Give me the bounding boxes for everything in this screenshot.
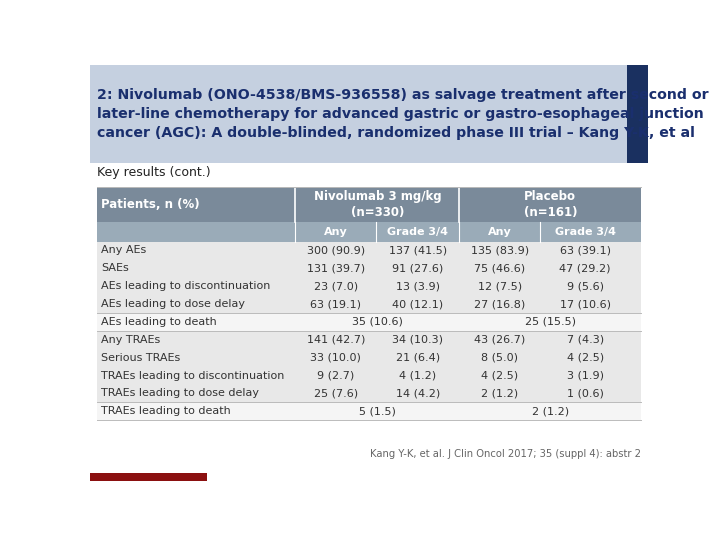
Text: Key results (cont.): Key results (cont.)	[96, 166, 210, 179]
Text: Any AEs: Any AEs	[101, 246, 146, 255]
Text: 135 (83.9): 135 (83.9)	[471, 246, 528, 255]
Text: 35 (10.6): 35 (10.6)	[352, 317, 403, 327]
Text: 137 (41.5): 137 (41.5)	[389, 246, 447, 255]
Text: 300 (90.9): 300 (90.9)	[307, 246, 365, 255]
Text: Nivolumab 3 mg/kg
(n=330): Nivolumab 3 mg/kg (n=330)	[314, 190, 441, 219]
Text: Grade 3/4: Grade 3/4	[554, 227, 616, 237]
Text: AEs leading to dose delay: AEs leading to dose delay	[101, 299, 245, 309]
Text: 14 (4.2): 14 (4.2)	[395, 388, 440, 399]
Bar	[90, 473, 207, 481]
Text: 40 (12.1): 40 (12.1)	[392, 299, 444, 309]
Text: 17 (10.6): 17 (10.6)	[559, 299, 611, 309]
Bar	[96, 313, 642, 331]
Text: 2 (1.2): 2 (1.2)	[481, 388, 518, 399]
Text: 33 (10.0): 33 (10.0)	[310, 353, 361, 363]
Text: AEs leading to death: AEs leading to death	[101, 317, 217, 327]
Text: 23 (7.0): 23 (7.0)	[314, 281, 358, 291]
Text: Kang Y-K, et al. J Clin Oncol 2017; 35 (suppl 4): abstr 2: Kang Y-K, et al. J Clin Oncol 2017; 35 (…	[370, 449, 642, 459]
Text: 9 (5.6): 9 (5.6)	[567, 281, 603, 291]
Text: 4 (2.5): 4 (2.5)	[481, 370, 518, 381]
Text: 43 (26.7): 43 (26.7)	[474, 335, 526, 345]
Bar	[96, 402, 642, 420]
Text: 63 (39.1): 63 (39.1)	[559, 246, 611, 255]
Text: 2 (1.2): 2 (1.2)	[532, 407, 569, 416]
Text: 25 (15.5): 25 (15.5)	[525, 317, 576, 327]
Bar	[96, 187, 642, 221]
Text: 21 (6.4): 21 (6.4)	[396, 353, 440, 363]
Text: 63 (19.1): 63 (19.1)	[310, 299, 361, 309]
Text: 1 (0.6): 1 (0.6)	[567, 388, 603, 399]
Bar	[96, 221, 642, 241]
Text: Any TRAEs: Any TRAEs	[101, 335, 161, 345]
Text: 131 (39.7): 131 (39.7)	[307, 264, 365, 273]
Text: 2: Nivolumab (ONO-4538/BMS-936558) as salvage treatment after second or
later-li: 2: Nivolumab (ONO-4538/BMS-936558) as sa…	[96, 87, 708, 140]
Text: TRAEs leading to death: TRAEs leading to death	[101, 407, 231, 416]
Bar	[96, 331, 642, 402]
Text: 8 (5.0): 8 (5.0)	[481, 353, 518, 363]
Text: Serious TRAEs: Serious TRAEs	[101, 353, 181, 363]
Text: 27 (16.8): 27 (16.8)	[474, 299, 526, 309]
Text: Grade 3/4: Grade 3/4	[387, 227, 449, 237]
Bar	[90, 65, 648, 163]
Bar	[627, 65, 648, 163]
Text: TRAEs leading to dose delay: TRAEs leading to dose delay	[101, 388, 259, 399]
Text: 3 (1.9): 3 (1.9)	[567, 370, 603, 381]
Text: 141 (42.7): 141 (42.7)	[307, 335, 365, 345]
Text: 4 (1.2): 4 (1.2)	[399, 370, 436, 381]
Text: Any: Any	[488, 227, 512, 237]
Text: SAEs: SAEs	[101, 264, 129, 273]
Text: 7 (4.3): 7 (4.3)	[567, 335, 604, 345]
Text: AEs leading to discontinuation: AEs leading to discontinuation	[101, 281, 271, 291]
Text: 12 (7.5): 12 (7.5)	[477, 281, 522, 291]
Text: 47 (29.2): 47 (29.2)	[559, 264, 611, 273]
Text: 9 (2.7): 9 (2.7)	[317, 370, 354, 381]
Text: 91 (27.6): 91 (27.6)	[392, 264, 444, 273]
Text: Any: Any	[324, 227, 348, 237]
Bar	[96, 241, 642, 313]
Text: Placebo
(n=161): Placebo (n=161)	[523, 190, 577, 219]
Text: TRAEs leading to discontinuation: TRAEs leading to discontinuation	[101, 370, 284, 381]
Text: 25 (7.6): 25 (7.6)	[314, 388, 358, 399]
Text: 34 (10.3): 34 (10.3)	[392, 335, 444, 345]
Text: Patients, n (%): Patients, n (%)	[101, 198, 199, 211]
Text: 13 (3.9): 13 (3.9)	[396, 281, 440, 291]
Text: 5 (1.5): 5 (1.5)	[359, 407, 396, 416]
Text: 4 (2.5): 4 (2.5)	[567, 353, 604, 363]
Text: 75 (46.6): 75 (46.6)	[474, 264, 526, 273]
